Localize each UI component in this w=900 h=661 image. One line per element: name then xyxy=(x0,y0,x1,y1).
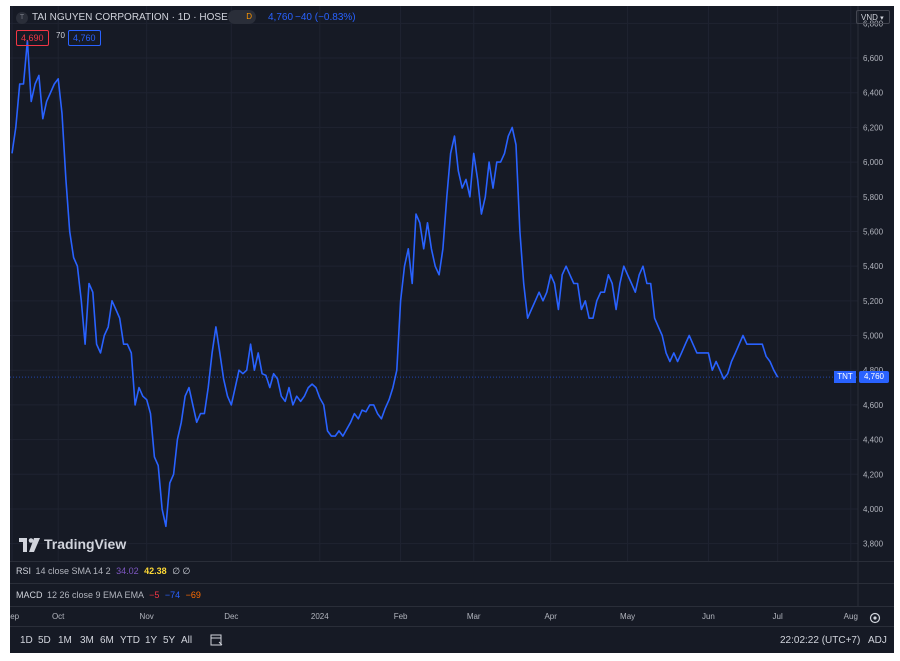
currency-selector[interactable]: VND ▾ xyxy=(856,10,890,24)
time-tick-label: Jul xyxy=(773,612,783,621)
buy-price-badge[interactable]: 4,760 xyxy=(68,30,101,46)
chart-settings-gear-icon[interactable] xyxy=(869,611,881,629)
time-tick-label: Aug xyxy=(844,612,858,621)
tradingview-logo-icon xyxy=(19,538,41,557)
price-tick-label: 4,400 xyxy=(863,436,884,445)
macd-legend[interactable]: MACD 12 26 close 9 EMA EMA −5 −74 −69 xyxy=(16,590,201,600)
time-tick-label: Feb xyxy=(394,612,408,621)
time-tick-label: Mar xyxy=(467,612,481,621)
adjust-data-toggle[interactable]: ADJ xyxy=(868,635,887,646)
clock-display[interactable]: 22:02:22 (UTC+7) xyxy=(780,635,861,646)
time-tick-label: Apr xyxy=(544,612,557,621)
rsi-params: 14 close SMA 14 2 xyxy=(35,566,111,576)
rsi-name: RSI xyxy=(16,566,32,576)
price-tick-label: 6,200 xyxy=(863,123,884,132)
price-tick-label: 5,800 xyxy=(863,193,884,202)
sell-price-badge[interactable]: 4,690 xyxy=(16,30,49,46)
macd-name: MACD xyxy=(16,590,43,600)
timeframe-ytd-button[interactable]: YTD xyxy=(120,635,140,646)
timeframe-5y-button[interactable]: 5Y xyxy=(163,635,176,646)
price-chart[interactable]: 3,800 4,000 4,200 4,400 4,600 4,800 5,000 5,200… xyxy=(10,6,894,653)
timeframe-1y-button[interactable]: 1Y xyxy=(145,635,158,646)
timeframe-1m-button[interactable]: 1M xyxy=(58,635,72,646)
macd-histogram-value: −5 xyxy=(149,590,160,600)
macd-params: 12 26 close 9 EMA EMA xyxy=(47,590,144,600)
symbol-title[interactable]: TAI NGUYEN CORPORATION · 1D · HOSE xyxy=(32,12,228,23)
rsi-bands-value: ∅ ∅ xyxy=(172,566,191,576)
time-tick-label: 2024 xyxy=(311,612,329,621)
price-tick-label: 6,600 xyxy=(863,54,884,63)
chart-grid xyxy=(10,6,859,606)
delay-badge[interactable]: D xyxy=(228,10,256,24)
price-tick-label: 3,800 xyxy=(863,540,884,549)
last-price-axis-label: 4,760 xyxy=(859,371,889,384)
time-tick-label: May xyxy=(620,612,635,621)
rsi-sma-value: 42.38 xyxy=(144,566,167,576)
spread-value: 70 xyxy=(56,31,65,40)
timeframe-6m-button[interactable]: 6M xyxy=(100,635,114,646)
price-tick-label: 5,200 xyxy=(863,297,884,306)
price-tick-label: 5,000 xyxy=(863,332,884,341)
chart-frame: 3,800 4,000 4,200 4,400 4,600 4,800 5,000 5,200… xyxy=(10,6,894,653)
price-tick-label: 5,400 xyxy=(863,262,884,271)
timeframe-3m-button[interactable]: 3M xyxy=(80,635,94,646)
ticker-label: TNT xyxy=(834,371,856,384)
price-tick-label: 4,000 xyxy=(863,505,884,514)
currency-label: VND xyxy=(861,13,878,22)
rsi-legend[interactable]: RSI 14 close SMA 14 2 34.02 42.38 ∅ ∅ xyxy=(16,566,190,577)
pane-separator[interactable] xyxy=(10,561,894,562)
timeframe-5d-button[interactable]: 5D xyxy=(38,635,51,646)
timeframe-1d-button[interactable]: 1D xyxy=(20,635,33,646)
rsi-value: 34.02 xyxy=(116,566,139,576)
macd-line-value: −74 xyxy=(164,590,181,600)
time-tick-label: Sep xyxy=(10,612,20,621)
price-tick-label: 6,400 xyxy=(863,89,884,98)
price-tick-label: 4,800 xyxy=(863,366,884,375)
time-axis: Sep Oct Nov Dec 2024 Feb Mar Apr May Jun Jul Aug xyxy=(10,612,858,621)
date-range-calendar-icon[interactable] xyxy=(210,633,223,651)
timeframe-all-button[interactable]: All xyxy=(181,635,193,646)
price-change-value: −40 (−0.83%) xyxy=(295,12,356,23)
chevron-down-icon: ▾ xyxy=(880,15,884,22)
price-axis: 3,800 4,000 4,200 4,400 4,600 4,800 5,000 5,200… xyxy=(863,19,884,548)
macd-signal-value: −69 xyxy=(185,590,201,600)
symbol-logo-icon: T xyxy=(16,12,28,24)
watermark-text: TradingView xyxy=(44,536,127,552)
price-series-line xyxy=(11,39,779,528)
time-tick-label: Nov xyxy=(140,612,154,621)
price-tick-label: 6,000 xyxy=(863,158,884,167)
time-axis-separator xyxy=(10,606,894,607)
time-tick-label: Oct xyxy=(52,612,65,621)
toolbar-separator xyxy=(10,626,894,627)
price-tick-label: 5,600 xyxy=(863,227,884,236)
time-tick-label: Dec xyxy=(224,612,238,621)
price-tick-label: 4,600 xyxy=(863,401,884,410)
price-tick-label: 4,200 xyxy=(863,470,884,479)
last-price-value: 4,760 xyxy=(268,12,294,23)
time-tick-label: Jun xyxy=(702,612,715,621)
pane-separator[interactable] xyxy=(10,583,894,584)
